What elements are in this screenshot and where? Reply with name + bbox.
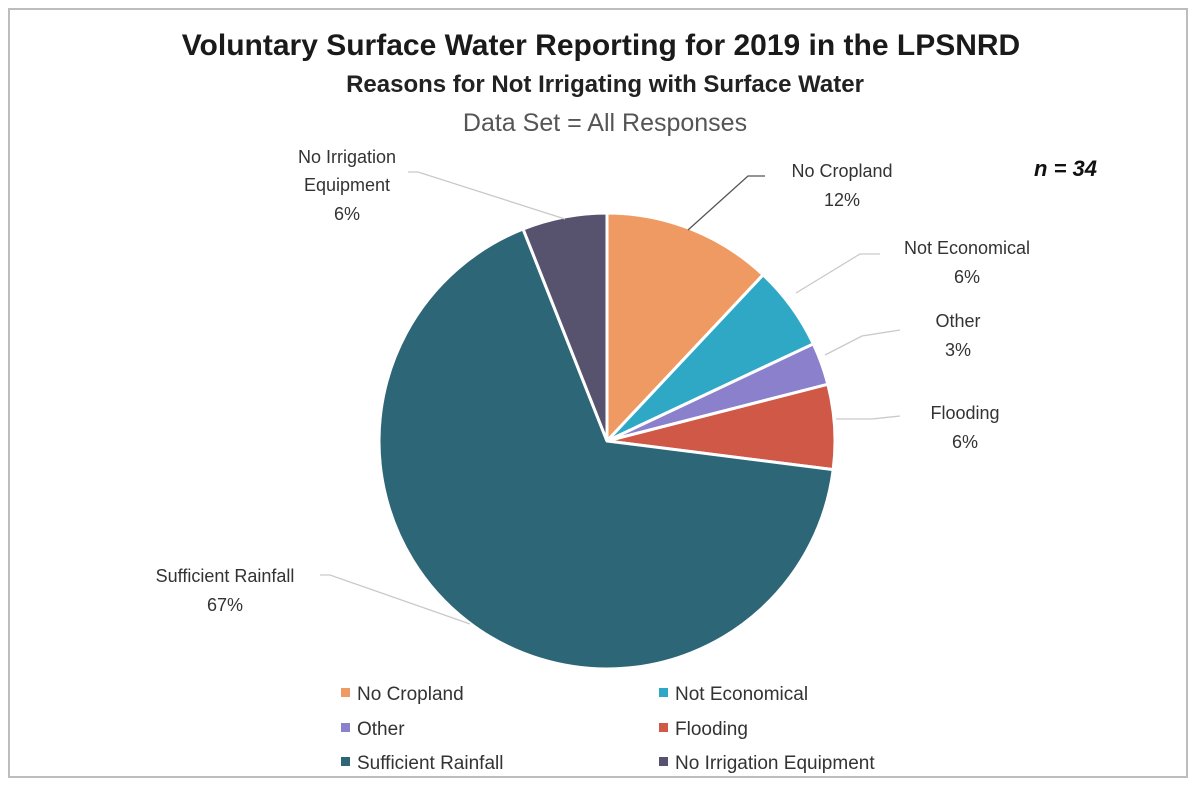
leader-line-no-irrigation-equipment: [408, 171, 566, 220]
label-not-economical-value: 6%: [954, 267, 980, 287]
slice-no-cropland: [605, 211, 765, 443]
label-sufficient-rainfall-value: 67%: [207, 595, 243, 615]
legend-label-flooding: Flooding: [675, 719, 748, 740]
slice-sufficient-rainfall: [377, 227, 835, 671]
legend-label-no-irrigation-equipment: No Irrigation Equipment: [675, 753, 875, 774]
leader-line-not-economical: [795, 253, 880, 294]
pie-slices: [377, 211, 837, 671]
label-sufficient-rainfall-name: Sufficient Rainfall: [156, 566, 295, 586]
legend-label-not-economical: Not Economical: [675, 684, 808, 705]
label-no-irrigation-equipment-value: 6%: [334, 204, 360, 224]
label-other-value: 3%: [945, 340, 971, 360]
leader-line-other: [824, 329, 901, 356]
legend-swatch-sufficient-rainfall: [341, 757, 350, 766]
chart-subtitle-dataset: Data Set = All Responses: [463, 109, 747, 137]
legend-swatch-no-irrigation-equipment: [659, 757, 668, 766]
label-flooding-name: Flooding: [930, 403, 999, 423]
legend-label-no-cropland: No Cropland: [357, 684, 464, 705]
label-not-economical-name: Not Economical: [904, 238, 1030, 258]
label-flooding-value: 6%: [952, 432, 978, 452]
leader-line-no-cropland: [687, 175, 765, 231]
label-no-cropland-name: No Cropland: [791, 161, 892, 181]
label-other-name: Other: [935, 311, 980, 331]
label-no-cropland-value: 12%: [824, 190, 860, 210]
label-no-irrigation-equipment-name-1: No Irrigation: [298, 147, 396, 167]
legend-swatch-flooding: [659, 723, 668, 732]
legend-label-other: Other: [357, 719, 405, 740]
leader-line-sufficient-rainfall: [320, 574, 471, 625]
sample-size-annotation: n = 34: [1034, 156, 1097, 181]
legend-swatch-other: [341, 723, 350, 732]
leader-line-flooding: [836, 415, 901, 420]
label-no-irrigation-equipment-name-2: Equipment: [304, 175, 390, 195]
legend-label-sufficient-rainfall: Sufficient Rainfall: [357, 753, 503, 774]
legend: No Cropland Not Economical Other Floodin…: [341, 684, 875, 774]
legend-swatch-no-cropland: [341, 688, 350, 697]
slice-no-irrigation-equipment: [521, 211, 609, 443]
chart-title: Voluntary Surface Water Reporting for 20…: [182, 29, 1020, 62]
chart-subtitle: Reasons for Not Irrigating with Surface …: [346, 71, 864, 98]
legend-swatch-not-economical: [659, 688, 668, 697]
